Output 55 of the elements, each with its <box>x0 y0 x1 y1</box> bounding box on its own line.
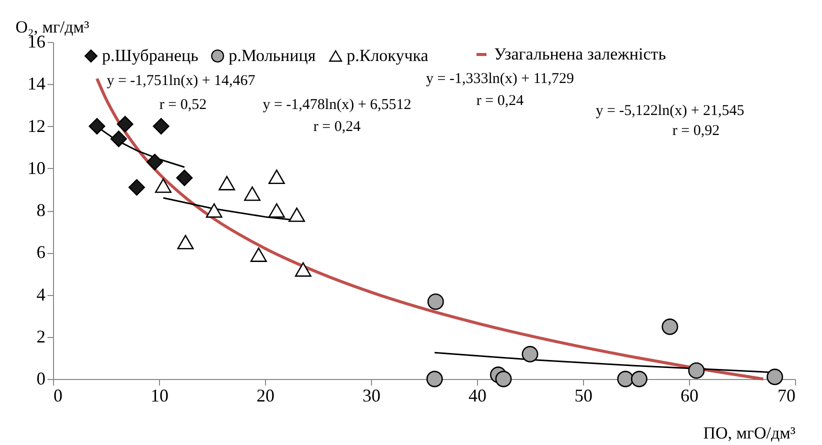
y-tick-label: 8 <box>36 200 46 220</box>
legend-label: р.Шубранець <box>102 46 199 65</box>
point <box>617 370 634 388</box>
point <box>155 178 172 193</box>
annotation: r = 0,52 <box>159 97 207 113</box>
y-tick-label: 14 <box>28 74 46 94</box>
x-tick-label: 10 <box>150 386 168 406</box>
y-tick-label: 0 <box>36 368 46 388</box>
point <box>630 370 648 388</box>
point <box>128 179 145 196</box>
y-tick-label: 2 <box>36 326 46 346</box>
point <box>218 176 236 190</box>
y-tick-label: 12 <box>28 116 46 136</box>
y-tick-label: 10 <box>28 158 46 178</box>
point <box>288 207 306 222</box>
x-tick-label: 50 <box>574 386 592 406</box>
point <box>268 203 285 218</box>
point <box>766 368 784 386</box>
annotation: y = -1,751ln(x) + 14,467 <box>106 73 256 89</box>
point <box>426 370 443 388</box>
point <box>116 116 134 132</box>
x-axis-title: ПО, мгО/дм³ <box>703 424 796 442</box>
x-tick-label: 70 <box>778 386 796 406</box>
annotation: r = 0,92 <box>672 123 720 139</box>
x-tick-label: 30 <box>362 386 380 406</box>
point <box>244 186 261 201</box>
point <box>495 370 512 388</box>
point <box>294 262 312 277</box>
legend-label: р.Мольниця <box>228 46 316 65</box>
y-tick-label: 6 <box>36 242 46 262</box>
point <box>206 203 222 218</box>
x-tick-label: 60 <box>680 386 698 406</box>
point <box>662 318 678 335</box>
point <box>176 170 193 186</box>
point <box>88 118 106 134</box>
point <box>146 154 163 170</box>
point <box>268 170 285 184</box>
x-tick-label: 40 <box>468 386 486 406</box>
point <box>152 118 170 134</box>
point <box>110 130 127 148</box>
annotation: r = 0,24 <box>476 93 524 109</box>
x-tick-label: 20 <box>256 386 274 406</box>
annotation: r = 0,24 <box>313 119 362 135</box>
point <box>427 293 444 310</box>
point <box>522 346 538 362</box>
annotation: y = -5,122ln(x) + 21,545 <box>596 103 744 119</box>
point <box>250 248 267 262</box>
annotation: y = -1,478ln(x) + 6,5512 <box>262 97 412 113</box>
legend-label: Узагальнена залежність <box>494 44 666 64</box>
legend-label: р.Клокучка <box>346 46 429 65</box>
x-tick-label: 0 <box>54 386 62 406</box>
y-tick-label: 4 <box>36 284 46 304</box>
point <box>177 234 194 250</box>
annotation: y = -1,333ln(x) + 11,729 <box>426 71 574 87</box>
point <box>688 362 705 379</box>
